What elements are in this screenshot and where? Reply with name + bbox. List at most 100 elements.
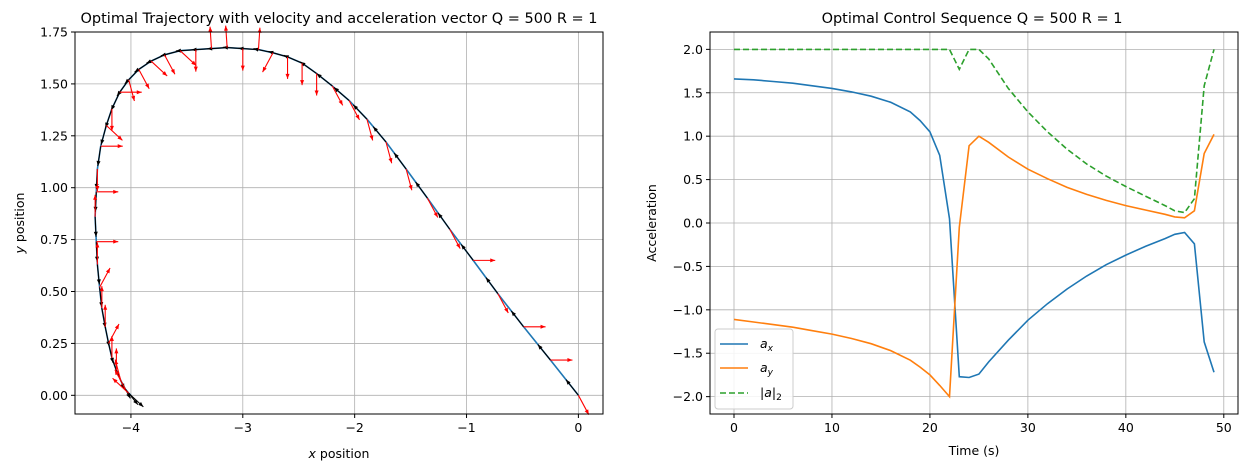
acceleration-arrow <box>193 49 198 72</box>
x-tick-label: −2 <box>345 420 363 435</box>
y-tick-label: −1.5 <box>673 346 703 361</box>
acceleration-arrow <box>385 141 393 164</box>
control-xlabel: Time (s) <box>948 443 1000 458</box>
velocity-arrow <box>100 125 107 145</box>
y-tick-label: 0.25 <box>40 336 68 351</box>
acceleration-arrow <box>114 369 126 390</box>
acceleration-arrow <box>99 286 104 309</box>
velocity-arrow <box>253 47 274 54</box>
x-tick-label: 20 <box>922 420 938 435</box>
series-line-0 <box>733 78 1215 379</box>
x-tick-label: −3 <box>234 420 252 435</box>
trajectory-ticks: −4 −3 −2 −1 0 0.00 0.25 0.50 0.75 1.00 1.25 1.50 1.7… <box>40 25 582 436</box>
y-tick-label: −1.0 <box>673 302 703 317</box>
acceleration-arrow <box>96 189 119 194</box>
acceleration-arrow <box>366 119 374 141</box>
velocity-arrow <box>352 104 368 120</box>
trajectory-ylabel: y position <box>12 193 27 255</box>
control-chart-title: Optimal Control Sequence Q = 500 R = 1 <box>822 11 1123 27</box>
velocity-arrow <box>393 152 407 170</box>
velocity-arrow <box>437 212 451 230</box>
acceleration-arrow <box>240 48 245 71</box>
acceleration-arrow <box>114 359 122 381</box>
acceleration-arrow <box>224 25 229 48</box>
acceleration-arrow <box>208 26 213 49</box>
velocity-arrow <box>372 126 387 143</box>
acceleration-arrow <box>105 125 123 141</box>
acceleration-arrow <box>262 52 274 73</box>
x-tick-label: 40 <box>1118 420 1134 435</box>
x-tick-label: 50 <box>1216 420 1232 435</box>
acceleration-arrow <box>426 197 439 218</box>
trajectory-vectors <box>93 25 590 415</box>
control-ticks: 0 10 20 30 40 50 −2.0 −1.5 −1.0 −0.5 0.0 0.5 1.0 1.5 2… <box>673 42 1232 435</box>
series-line-1 <box>733 134 1215 399</box>
x-tick-label: 0 <box>730 420 738 435</box>
velocity-arrow <box>110 91 121 111</box>
acceleration-arrow <box>112 377 130 394</box>
acceleration-arrow <box>257 27 262 50</box>
velocity-arrow <box>316 73 333 87</box>
acceleration-arrow <box>93 194 98 217</box>
acceleration-arrow <box>179 50 197 67</box>
y-tick-label: 0.0 <box>683 216 703 231</box>
velocity-arrow <box>510 310 525 328</box>
velocity-arrow <box>93 216 98 237</box>
acceleration-arrow <box>497 293 509 314</box>
trajectory-axes-frame <box>74 31 604 415</box>
acceleration-arrow <box>331 85 344 106</box>
acceleration-arrow <box>300 63 305 86</box>
velocity-arrow <box>96 146 102 167</box>
control-series <box>733 48 1215 399</box>
control-ylabel: Acceleration <box>644 184 659 262</box>
acceleration-arrow <box>128 79 136 102</box>
trajectory-xlabel: x position <box>308 446 370 461</box>
velocity-arrow <box>460 244 474 261</box>
y-tick-label: −2.0 <box>673 389 703 404</box>
acceleration-arrow <box>405 168 413 191</box>
acceleration-arrow <box>473 258 496 263</box>
velocity-arrow <box>101 308 107 328</box>
velocity-arrow <box>565 379 579 396</box>
acceleration-arrow <box>523 324 546 329</box>
velocity-arrow <box>537 344 551 361</box>
acceleration-arrow <box>95 169 100 192</box>
legend-label-anorm: |a|2 <box>760 385 782 403</box>
series-line-2 <box>734 48 1215 214</box>
trajectory-grid <box>75 31 603 414</box>
acceleration-arrow <box>114 348 119 371</box>
y-tick-label: 0.75 <box>40 232 68 247</box>
acceleration-arrow <box>150 60 168 77</box>
acceleration-arrow <box>96 239 119 244</box>
acceleration-arrow <box>164 54 176 75</box>
y-tick-label: 1.00 <box>40 180 68 195</box>
trajectory-chart-title: Optimal Trajectory with velocity and acc… <box>81 11 598 27</box>
y-tick-label: 0.5 <box>683 172 703 187</box>
x-tick-label: 0 <box>574 420 582 435</box>
acceleration-arrow <box>285 56 290 79</box>
y-tick-label: 1.0 <box>683 129 703 144</box>
x-tick-label: −1 <box>457 420 475 435</box>
velocity-arrow <box>485 277 499 294</box>
y-tick-label: 1.50 <box>40 76 68 91</box>
x-tick-label: 10 <box>824 420 840 435</box>
acceleration-arrow <box>95 242 100 265</box>
trajectory-chart: Optimal Trajectory with velocity and acc… <box>12 11 604 461</box>
x-tick-label: 30 <box>1020 420 1036 435</box>
velocity-arrow <box>415 181 428 199</box>
x-tick-label: −4 <box>122 420 140 435</box>
legend-label-ax: ax <box>760 336 774 354</box>
y-tick-label: 1.5 <box>683 85 703 100</box>
legend-label-ay: ay <box>760 360 774 378</box>
y-tick-label: 0.50 <box>40 284 68 299</box>
y-tick-label: 1.75 <box>40 25 68 40</box>
control-chart: Optimal Control Sequence Q = 500 R = 1 0… <box>644 11 1239 458</box>
acceleration-arrow <box>100 144 123 149</box>
acceleration-arrow <box>103 304 108 327</box>
acceleration-arrow <box>550 358 573 363</box>
acceleration-arrow <box>109 335 114 358</box>
acceleration-arrow <box>348 100 360 121</box>
y-tick-label: −0.5 <box>673 259 703 274</box>
acceleration-arrow <box>119 90 142 95</box>
